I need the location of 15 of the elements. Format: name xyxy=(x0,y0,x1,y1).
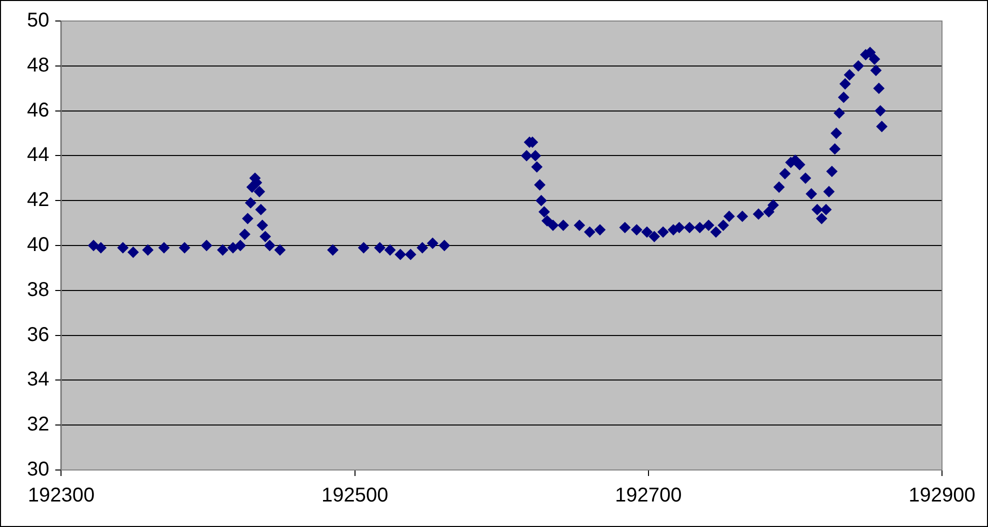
y-tick-label: 46 xyxy=(26,99,50,122)
y-tick-label: 42 xyxy=(26,189,50,212)
y-tick-label: 50 xyxy=(26,10,50,32)
y-tick-label: 40 xyxy=(26,234,50,256)
x-tick-label: 192900 xyxy=(908,484,976,507)
x-tick-label: 192700 xyxy=(615,484,682,507)
y-tick-label: 36 xyxy=(26,324,50,346)
x-tick-label: 192300 xyxy=(28,484,95,507)
x-tick-label: 192500 xyxy=(321,484,388,507)
y-tick-label: 34 xyxy=(26,368,50,391)
y-tick-label: 44 xyxy=(26,144,50,166)
y-tick-label: 48 xyxy=(26,54,50,76)
y-tick-label: 32 xyxy=(26,414,50,436)
y-tick-label: 38 xyxy=(26,278,50,301)
y-tick-label: 30 xyxy=(26,458,50,481)
